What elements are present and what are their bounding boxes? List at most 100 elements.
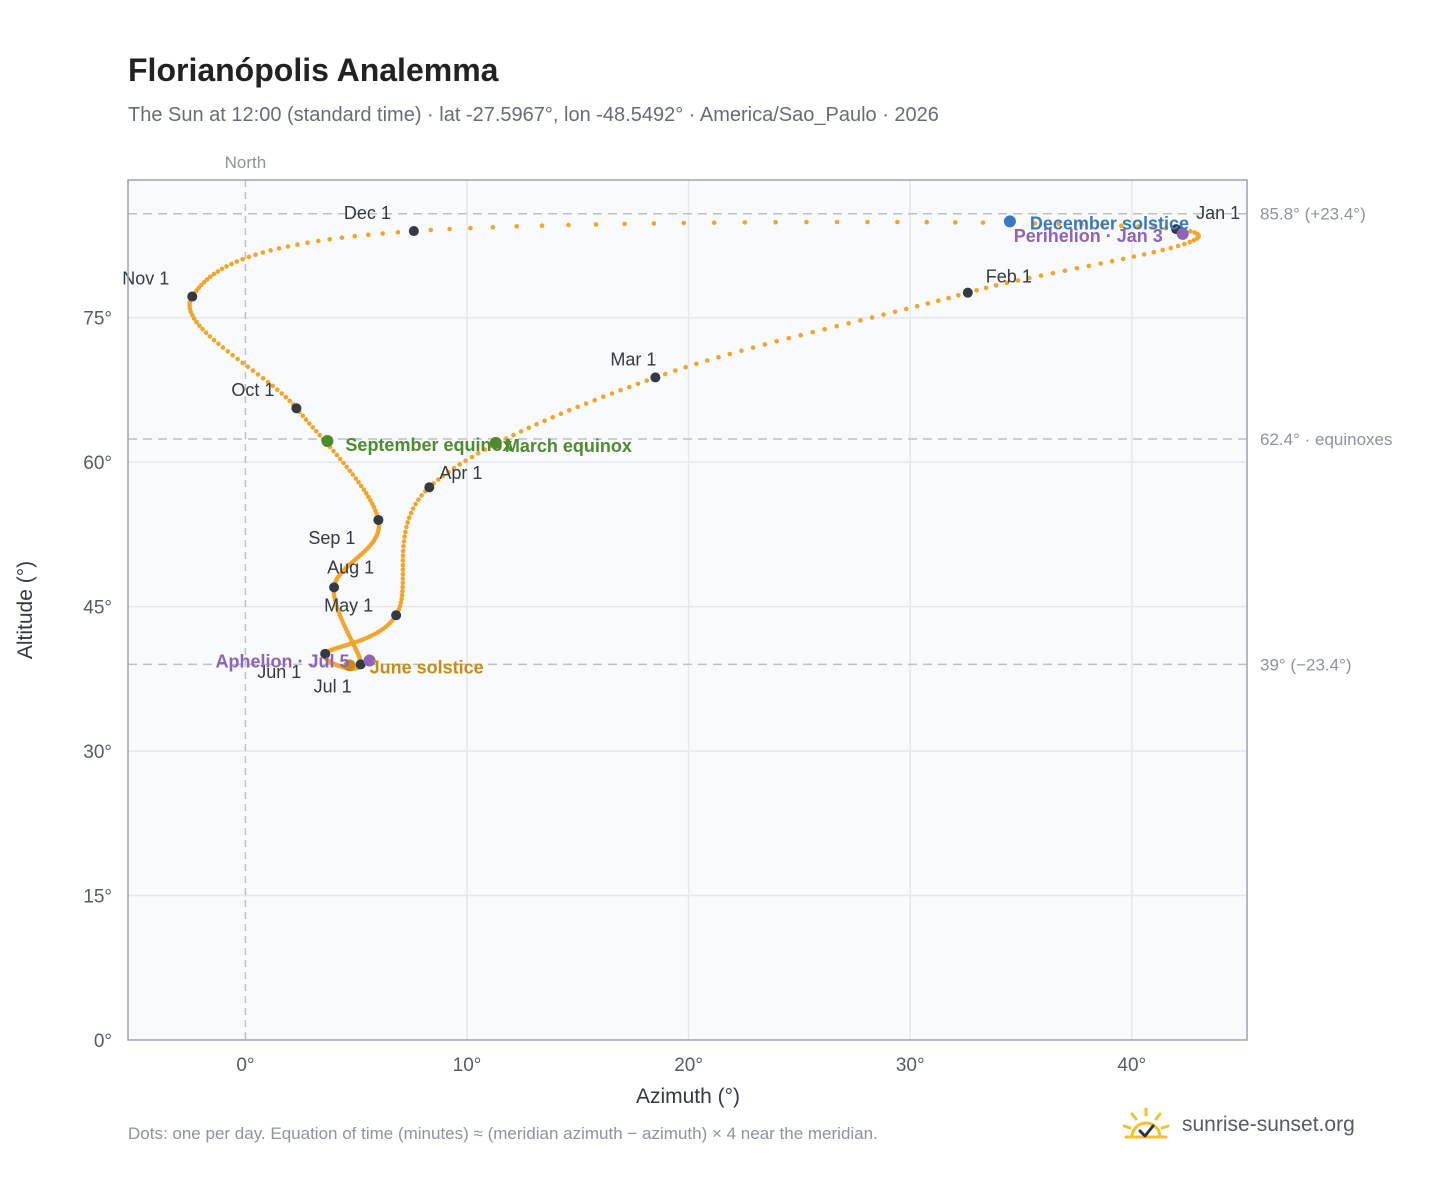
daily-sun-dot [895,219,900,225]
daily-sun-dot [395,229,401,235]
daily-sun-dot [413,501,418,507]
daily-sun-dot [558,411,564,417]
event-marker [363,654,376,667]
event-label: June solstice [370,657,484,677]
daily-sun-dot [786,335,791,341]
daily-sun-dot [1015,278,1021,283]
daily-sun-dot [400,576,406,581]
daily-sun-dot [1109,258,1115,264]
x-tick-label: 10° [453,1055,482,1076]
event-marker [321,434,334,447]
daily-sun-dot [892,309,898,315]
daily-sun-dot [368,498,373,503]
month-marker [424,482,435,493]
daily-sun-dot [711,220,717,225]
daily-sun-dot [550,415,555,420]
daily-sun-dot [1004,280,1010,286]
event-label: Aphelion · Jul 5 [216,652,350,672]
daily-sun-dot [946,295,951,301]
daily-sun-dot [727,351,733,357]
daily-sun-dot [1160,247,1165,253]
month-marker [408,226,419,237]
daily-sun-dot [1032,221,1038,226]
daily-sun-dot [331,448,336,454]
grid-lines [128,180,1247,1040]
daily-sun-dot [1050,270,1056,276]
month-label: Feb 1 [986,267,1032,287]
daily-sun-dot [240,360,245,366]
daily-sun-dot [463,458,468,464]
daily-sun-dot [469,454,475,460]
daily-sun-dot [518,429,524,434]
daily-sun-dot [925,301,931,306]
daily-sun-dot [881,312,886,317]
daily-sun-dot [1151,225,1156,230]
month-label: Oct 1 [231,380,274,400]
daily-sun-dot [255,372,261,377]
daily-sun-dot [366,232,371,238]
daily-sun-dot [1119,223,1124,228]
month-marker [650,372,661,383]
month-label: Jul 1 [314,676,352,696]
daily-sun-dot [810,329,815,335]
daily-sun-dot [285,244,291,249]
daily-sun-dot [567,408,572,413]
daily-sun-dot [1168,245,1174,251]
x-tick-label: 40° [1117,1055,1146,1076]
daily-sun-dot [283,394,289,400]
daily-sun-dot [739,348,744,354]
daily-sun-dot [339,235,345,240]
daily-sun-dot [403,529,408,535]
daily-sun-dot [514,224,519,229]
daily-sun-dot [980,220,986,225]
daily-sun-dot [265,379,271,385]
daily-sun-dot [575,404,580,410]
daily-sun-dot [279,391,285,396]
daily-sun-dot [482,447,488,452]
brand-name[interactable]: sunrise-sunset.org [1182,1113,1355,1136]
month-marker [962,287,973,298]
month-marker [320,648,331,659]
event-marker [1176,227,1189,240]
event-label: September equinox [345,435,512,455]
reference-line-label: 85.8° (+23.4°) [1260,205,1366,224]
daily-sun-dot [673,368,678,373]
brand[interactable]: sunrise-sunset.org [1120,1100,1355,1150]
month-label: May 1 [324,595,373,615]
event-marker [1003,215,1016,228]
month-marker [187,291,198,302]
daily-sun-dot [307,421,312,426]
daily-sun-dot [260,250,266,255]
daily-sun-dot [773,219,778,225]
daily-sun-dot [361,487,367,493]
daily-sun-dot [270,383,276,389]
month-label: Sep 1 [308,528,355,548]
event-label: March equinox [505,436,632,456]
daily-sun-dot [681,220,687,226]
daily-sun-dot [651,221,657,226]
daily-sun-dot [539,223,545,228]
daily-sun-dot [742,220,748,225]
daily-sun-dot [400,584,406,590]
sun-logo-icon [1122,1107,1170,1139]
daily-sun-dot [1056,221,1062,227]
month-label: Aug 1 [327,557,374,577]
chart-subtitle: The Sun at 12:00 (standard time) · lat -… [128,104,939,126]
plot-area [128,180,1247,1040]
event-marker [343,659,356,672]
daily-sun-dot [208,274,213,280]
daily-sun-dot [436,477,441,482]
daily-sun-dot [451,465,457,471]
daily-sun-dot [347,468,353,474]
event-marker [489,436,502,449]
daily-sun-dot [627,384,632,390]
daily-sun-dot [211,337,217,343]
daily-sun-dot [191,316,197,321]
y-axis-title: Altitude (°) [14,561,37,659]
daily-sun-dot [405,520,411,525]
daily-sun-dot [356,480,361,485]
daily-sun-dot [225,349,231,354]
daily-sun-dot [694,361,699,367]
daily-sun-dot [276,246,282,251]
x-axis-title: Azimuth (°) [636,1085,740,1108]
